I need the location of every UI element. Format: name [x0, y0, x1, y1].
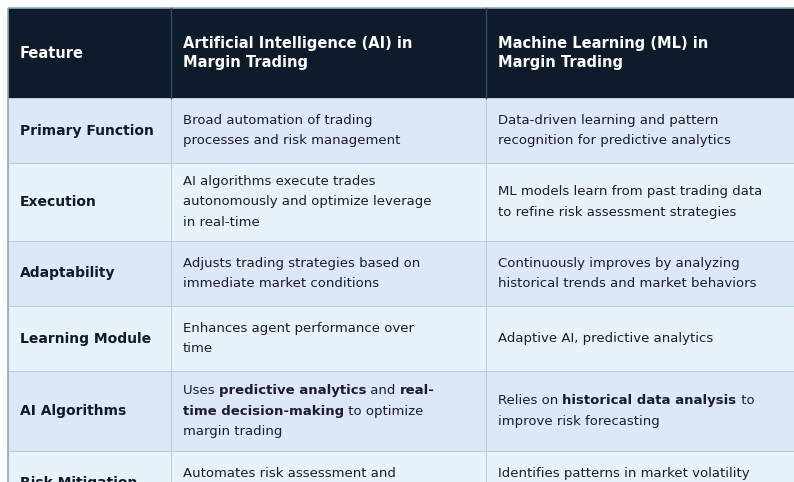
- Text: AI algorithms execute trades: AI algorithms execute trades: [183, 175, 376, 188]
- Text: Adaptability: Adaptability: [20, 267, 115, 281]
- Text: time decision-making: time decision-making: [183, 404, 344, 417]
- Text: real-: real-: [400, 384, 435, 397]
- Text: ML models learn from past trading data: ML models learn from past trading data: [498, 186, 762, 199]
- Text: Automates risk assessment and: Automates risk assessment and: [183, 467, 396, 480]
- Bar: [8, 241, 171, 306]
- Bar: [171, 451, 486, 482]
- Bar: [171, 8, 486, 98]
- Text: historical trends and market behaviors: historical trends and market behaviors: [498, 277, 757, 290]
- Text: and: and: [366, 384, 400, 397]
- Text: Relies on: Relies on: [498, 394, 562, 407]
- Bar: [486, 241, 794, 306]
- Text: autonomously and optimize leverage: autonomously and optimize leverage: [183, 196, 431, 209]
- Text: Learning Module: Learning Module: [20, 332, 151, 346]
- Text: Adaptive AI, predictive analytics: Adaptive AI, predictive analytics: [498, 332, 713, 345]
- Bar: [486, 8, 794, 98]
- Text: Feature: Feature: [20, 45, 84, 61]
- Text: margin trading: margin trading: [183, 425, 283, 438]
- Bar: [8, 451, 171, 482]
- Bar: [486, 306, 794, 371]
- Text: Continuously improves by analyzing: Continuously improves by analyzing: [498, 257, 740, 270]
- Text: Data-driven learning and pattern: Data-driven learning and pattern: [498, 114, 719, 127]
- Text: processes and risk management: processes and risk management: [183, 134, 400, 147]
- Bar: [486, 98, 794, 163]
- Text: Adjusts trading strategies based on: Adjusts trading strategies based on: [183, 257, 420, 270]
- Text: Risk Mitigation: Risk Mitigation: [20, 477, 137, 482]
- Bar: [8, 8, 171, 98]
- Text: AI Algorithms: AI Algorithms: [20, 404, 126, 418]
- Bar: [171, 371, 486, 451]
- Text: to optimize: to optimize: [344, 404, 423, 417]
- Bar: [8, 371, 171, 451]
- Text: Identifies patterns in market volatility: Identifies patterns in market volatility: [498, 467, 750, 480]
- Text: to refine risk assessment strategies: to refine risk assessment strategies: [498, 205, 736, 218]
- Text: historical data analysis: historical data analysis: [562, 394, 737, 407]
- Bar: [8, 163, 171, 241]
- Text: in real-time: in real-time: [183, 215, 260, 228]
- Text: Uses: Uses: [183, 384, 219, 397]
- Text: to: to: [737, 394, 754, 407]
- Text: Machine Learning (ML) in
Margin Trading: Machine Learning (ML) in Margin Trading: [498, 36, 708, 70]
- Text: recognition for predictive analytics: recognition for predictive analytics: [498, 134, 730, 147]
- Bar: [171, 306, 486, 371]
- Text: Broad automation of trading: Broad automation of trading: [183, 114, 372, 127]
- Bar: [171, 98, 486, 163]
- Text: Artificial Intelligence (AI) in
Margin Trading: Artificial Intelligence (AI) in Margin T…: [183, 36, 412, 70]
- Bar: [171, 163, 486, 241]
- Bar: [486, 371, 794, 451]
- Text: time: time: [183, 342, 213, 355]
- Bar: [486, 163, 794, 241]
- Bar: [486, 451, 794, 482]
- Bar: [8, 98, 171, 163]
- Bar: [171, 241, 486, 306]
- Text: improve risk forecasting: improve risk forecasting: [498, 415, 660, 428]
- Bar: [8, 306, 171, 371]
- Text: Enhances agent performance over: Enhances agent performance over: [183, 322, 414, 335]
- Text: Primary Function: Primary Function: [20, 123, 154, 137]
- Text: Execution: Execution: [20, 195, 97, 209]
- Text: immediate market conditions: immediate market conditions: [183, 277, 379, 290]
- Text: predictive analytics: predictive analytics: [219, 384, 366, 397]
